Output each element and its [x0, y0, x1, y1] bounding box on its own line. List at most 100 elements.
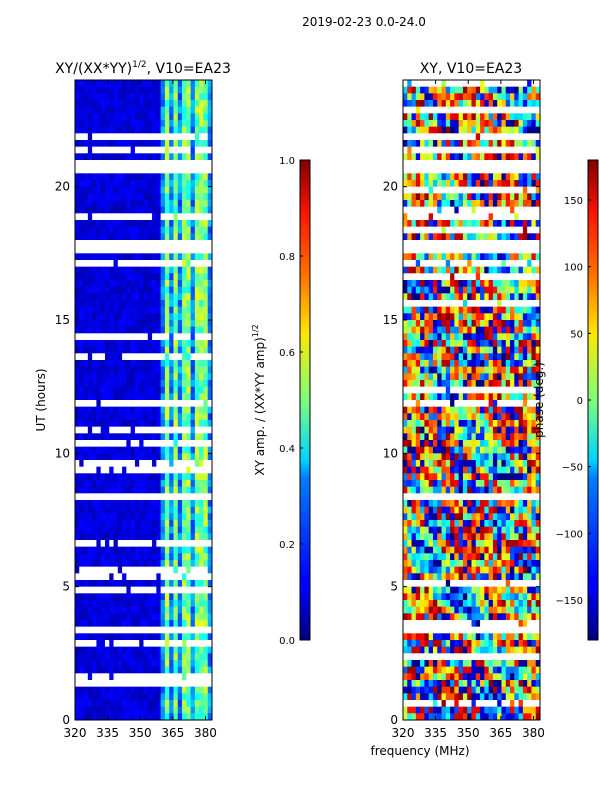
heatmap-cell	[75, 606, 80, 614]
heatmap-cell	[411, 100, 417, 108]
heatmap-cell	[458, 86, 464, 94]
heatmap-cell	[143, 400, 149, 408]
heatmap-cell	[113, 253, 119, 261]
heatmap-cell	[415, 380, 421, 388]
heatmap-cell	[467, 380, 472, 388]
heatmap-cell	[441, 413, 447, 421]
heatmap-cell	[126, 413, 132, 421]
heatmap-cell	[505, 120, 511, 128]
heatmap-cell	[437, 386, 442, 394]
heatmap-cell	[96, 486, 102, 494]
heatmap-cell	[104, 433, 110, 441]
heatmap-cell	[177, 386, 183, 394]
heatmap-cell	[173, 506, 179, 514]
heatmap-cell	[164, 506, 170, 514]
heatmap-cell	[177, 673, 183, 681]
heatmap-cell	[522, 393, 528, 401]
heatmap-cell	[139, 80, 144, 88]
heatmap-cell	[203, 640, 209, 648]
heatmap-cell	[100, 126, 106, 134]
heatmap-cell	[75, 466, 80, 474]
heatmap-cell	[156, 120, 162, 128]
heatmap-cell	[445, 446, 451, 454]
heatmap-cell	[497, 346, 502, 354]
heatmap-cell	[535, 393, 541, 401]
heatmap-cell	[113, 266, 119, 274]
heatmap-cell	[152, 126, 157, 134]
heatmap-cell	[190, 320, 196, 328]
heatmap-cell	[109, 193, 114, 201]
heatmap-cell	[428, 426, 434, 434]
heatmap-cell	[501, 253, 507, 261]
heatmap-cell	[79, 193, 84, 201]
heatmap-cell	[194, 513, 200, 521]
heatmap-cell	[501, 453, 507, 461]
heatmap-cell	[134, 706, 140, 714]
heatmap-cell	[432, 186, 438, 194]
heatmap-cell	[437, 106, 442, 114]
heatmap-cell	[403, 440, 408, 448]
heatmap-cell	[130, 120, 136, 128]
heatmap-cell	[471, 200, 477, 208]
heatmap-cell	[169, 146, 174, 154]
heatmap-cell	[160, 440, 166, 448]
heatmap-cell	[182, 606, 187, 614]
heatmap-cell	[505, 93, 511, 101]
heatmap-cell	[87, 460, 93, 468]
heatmap-cell	[87, 660, 93, 668]
heatmap-cell	[454, 213, 460, 221]
heatmap-cell	[501, 293, 507, 301]
heatmap-cell	[100, 673, 106, 681]
heatmap-cell	[87, 160, 93, 168]
heatmap-cell	[186, 553, 191, 561]
heatmap-cell	[100, 560, 106, 568]
heatmap-cell	[164, 226, 170, 234]
heatmap-cell	[87, 280, 93, 288]
heatmap-cell	[134, 80, 140, 88]
heatmap-cell	[156, 513, 162, 521]
heatmap-cell	[96, 153, 102, 161]
heatmap-cell	[454, 153, 460, 161]
heatmap-cell	[100, 100, 106, 108]
heatmap-cell	[420, 273, 425, 281]
heatmap-cell	[510, 226, 515, 234]
heatmap-cell	[492, 426, 498, 434]
heatmap-cell	[411, 420, 417, 428]
heatmap-cell	[177, 500, 183, 508]
heatmap-cell	[471, 300, 477, 308]
heatmap-cell	[428, 173, 434, 181]
heatmap-cell	[156, 706, 162, 714]
heatmap-cell	[173, 93, 179, 101]
heatmap-cell	[143, 153, 149, 161]
heatmap-cell	[514, 80, 519, 88]
heatmap-cell	[514, 333, 519, 341]
heatmap-cell	[160, 106, 166, 114]
heatmap-cell	[190, 706, 196, 714]
heatmap-cell	[130, 206, 136, 214]
heatmap-cell	[79, 233, 84, 241]
heatmap-cell	[96, 300, 102, 308]
heatmap-cell	[117, 680, 123, 688]
heatmap-cell	[420, 286, 425, 294]
heatmap-cell	[169, 580, 174, 588]
heatmap-cell	[173, 353, 179, 361]
heatmap-cell	[134, 660, 140, 668]
heatmap-cell	[147, 633, 153, 641]
heatmap-cell	[203, 493, 209, 501]
heatmap-cell	[92, 140, 97, 148]
heatmap-cell	[109, 486, 114, 494]
heatmap-cell	[484, 153, 490, 161]
heatmap-cell	[134, 106, 140, 114]
heatmap-cell	[83, 160, 89, 168]
heatmap-cell	[492, 253, 498, 261]
heatmap-cell	[194, 486, 200, 494]
heatmap-cell	[160, 313, 166, 321]
heatmap-cell	[177, 660, 183, 668]
heatmap-cell	[407, 240, 412, 248]
heatmap-cell	[83, 466, 89, 474]
heatmap-cell	[75, 613, 80, 621]
heatmap-cell	[130, 546, 136, 554]
heatmap-cell	[96, 233, 102, 241]
heatmap-cell	[109, 293, 114, 301]
heatmap-cell	[194, 586, 200, 594]
